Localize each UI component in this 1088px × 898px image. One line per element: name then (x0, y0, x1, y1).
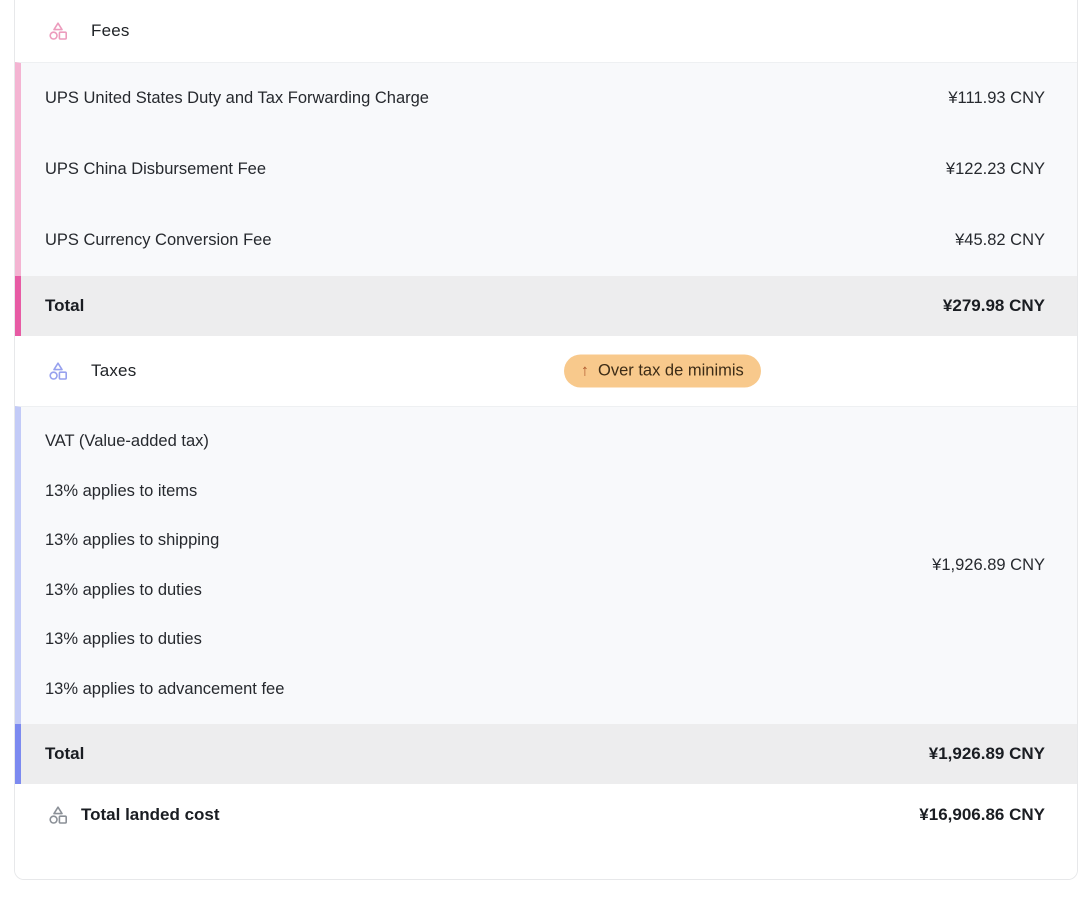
vat-line: 13% applies to duties (45, 630, 202, 648)
fees-total-row: Total ¥279.98 CNY (15, 276, 1077, 336)
fees-total-label: Total (45, 296, 85, 315)
taxes-items-block: VAT (Value-added tax) 13% applies to ite… (15, 406, 1077, 724)
fee-row: UPS China Disbursement Fee ¥122.23 CNY (21, 134, 1077, 205)
fees-total-value: ¥279.98 CNY (942, 296, 1045, 315)
taxes-total-row: Total ¥1,926.89 CNY (15, 724, 1077, 784)
taxes-total-label: Total (45, 744, 85, 763)
fee-row: UPS Currency Conversion Fee ¥45.82 CNY (21, 205, 1077, 276)
up-arrow-icon: ↑ (581, 362, 589, 379)
fee-label: UPS China Disbursement Fee (45, 160, 267, 178)
shapes-icon (49, 22, 67, 40)
vat-line: 13% applies to duties (45, 580, 202, 599)
fees-section-header: Fees (15, 0, 1077, 62)
badge-label: Over tax de minimis (598, 361, 744, 380)
landed-cost-value: ¥16,906.86 CNY (919, 805, 1045, 824)
taxes-total-value: ¥1,926.89 CNY (928, 744, 1045, 763)
over-de-minimis-badge: ↑ Over tax de minimis (564, 354, 761, 388)
fee-value: ¥122.23 CNY (945, 160, 1045, 178)
fee-row: UPS United States Duty and Tax Forwardin… (21, 63, 1077, 134)
fee-value: ¥111.93 CNY (948, 89, 1045, 107)
total-landed-cost-row: Total landed cost ¥16,906.86 CNY (15, 784, 1077, 879)
cost-breakdown-card: Fees UPS United States Duty and Tax Forw… (14, 0, 1078, 880)
vat-line: VAT (Value-added tax) (45, 432, 209, 450)
vat-line: 13% applies to advancement fee (45, 679, 285, 698)
vat-description-lines: VAT (Value-added tax) 13% applies to ite… (45, 417, 284, 714)
vat-line: 13% applies to shipping (45, 531, 220, 549)
fee-label: UPS United States Duty and Tax Forwardin… (45, 89, 429, 107)
taxes-section-header: Taxes ↑ Over tax de minimis (15, 336, 1077, 406)
fee-value: ¥45.82 CNY (955, 231, 1045, 249)
vat-line: 13% applies to items (45, 481, 198, 500)
taxes-section-title: Taxes (91, 361, 137, 380)
fees-items-block: UPS United States Duty and Tax Forwardin… (15, 62, 1077, 276)
fee-label: UPS Currency Conversion Fee (45, 231, 272, 249)
fees-section-title: Fees (91, 21, 130, 40)
vat-value: ¥1,926.89 CNY (932, 556, 1045, 574)
landed-cost-label: Total landed cost (81, 805, 220, 824)
shapes-icon (49, 362, 67, 380)
shapes-icon (49, 806, 67, 824)
